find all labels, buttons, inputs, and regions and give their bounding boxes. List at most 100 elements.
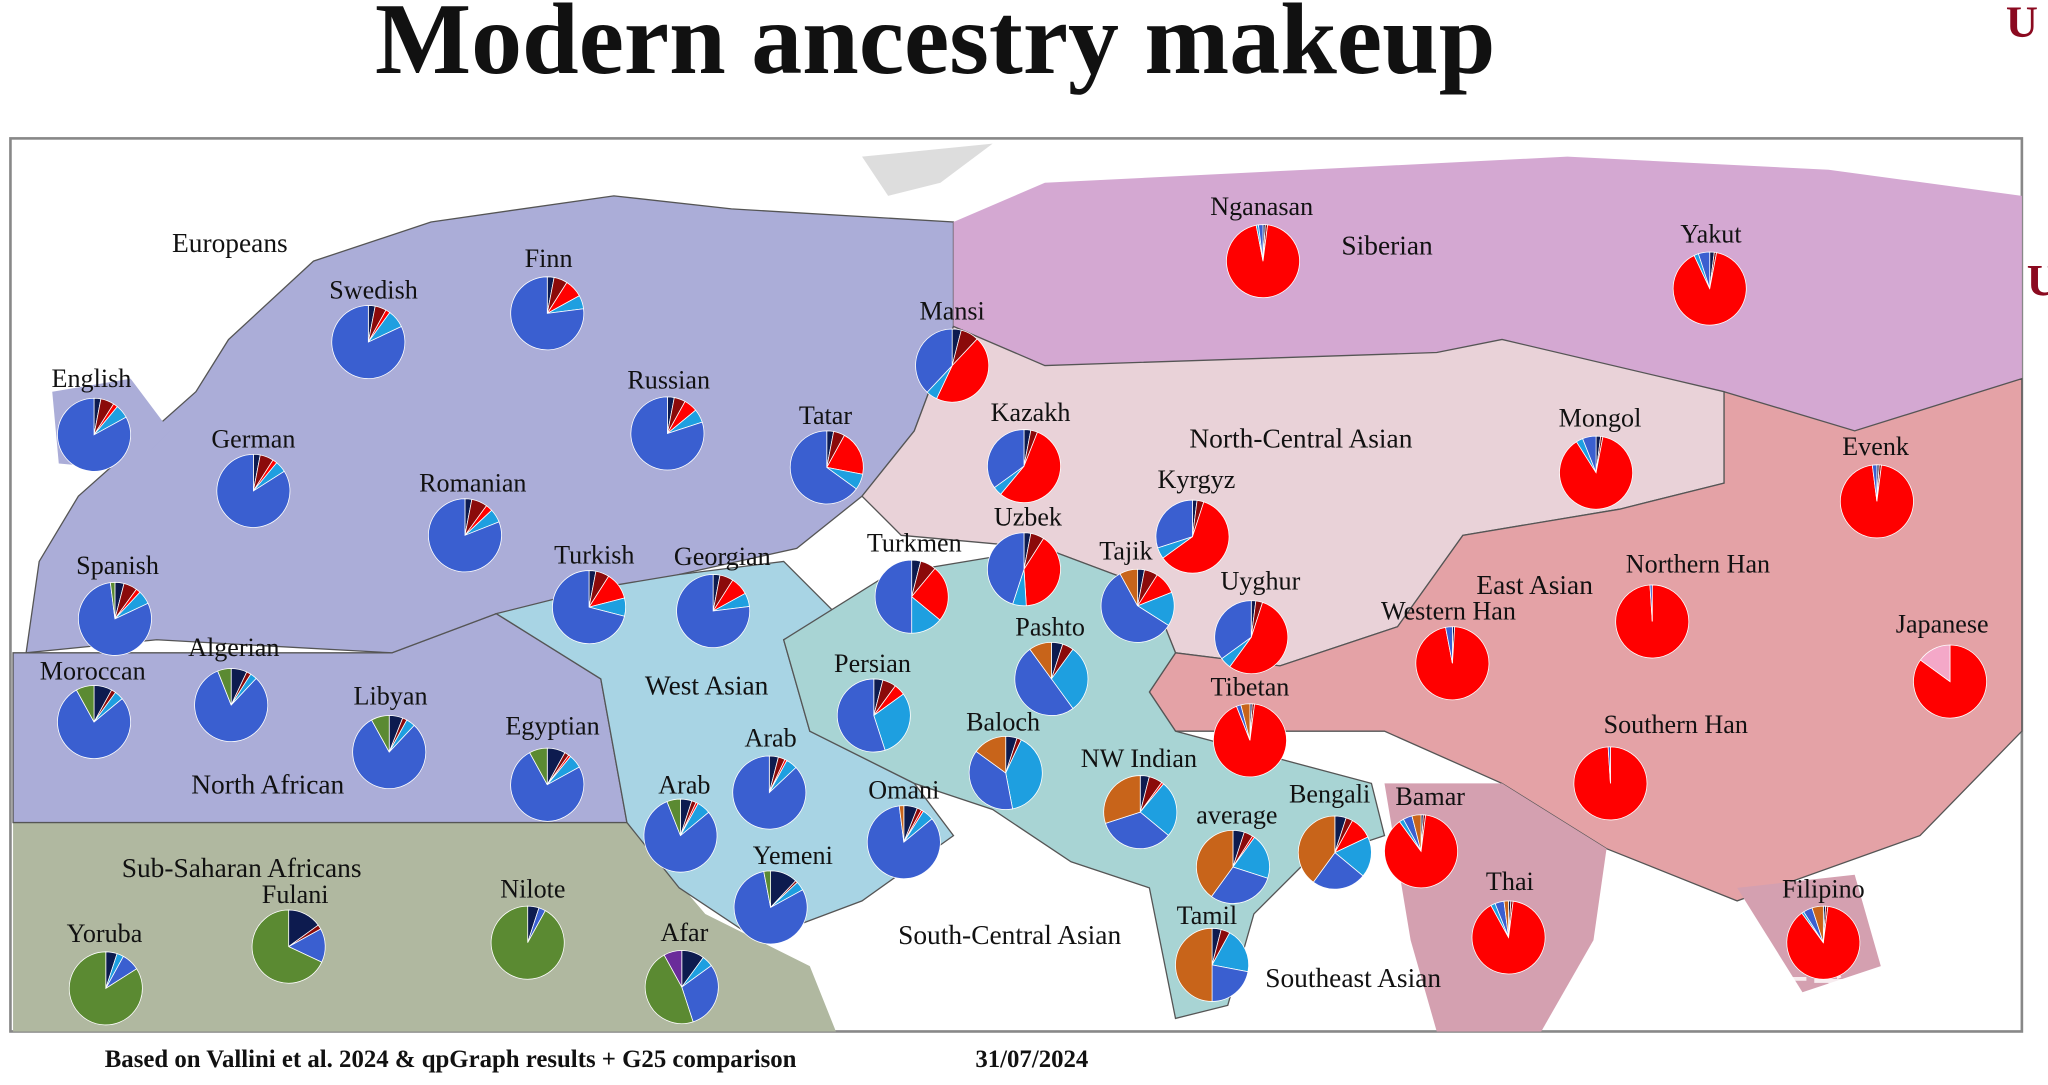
pie-slice [1232,836,1270,879]
pie-label: Tamil [1177,901,1238,930]
pie-slice [1196,830,1234,898]
pie-label: Turkmen [867,529,962,558]
pie-slice [1384,814,1458,889]
pie-slice [1103,775,1141,824]
pie-slice [1840,464,1914,539]
pie: Tatar [789,401,864,505]
pie-slice [529,747,548,785]
pie: Mongol [1559,403,1642,510]
pie-slice [1211,964,1249,1002]
pie-label: Japanese [1896,610,1989,639]
pie-slice [1162,501,1230,574]
pie-slice [789,430,857,505]
pie-slice [1023,537,1061,607]
pie-slice [251,909,323,984]
pie-label: Pashto [1015,612,1085,641]
pie-slice [643,801,718,873]
region-label: Siberian [1341,230,1433,260]
pie: Romanian [419,469,526,573]
pie-label: Uzbek [994,503,1063,532]
pie-slice [1214,600,1252,660]
pie-label: Northern Han [1626,550,1770,579]
pie-label: Filipino [1782,875,1865,904]
pie: English [52,364,131,472]
pie-slice [1415,626,1490,701]
pie-label: Mongol [1559,403,1642,432]
pie-slice [732,755,807,830]
pie-slice [109,581,116,619]
pie-slice [552,570,625,645]
pie: Russian [627,366,710,471]
pie: Yoruba [67,919,143,1026]
pie-label: Algerian [188,633,279,662]
region-label: Sub-Saharan Africans [122,853,362,883]
pie-slice [826,434,864,475]
pie-slice [1000,431,1061,504]
pie-slice [75,685,95,723]
pie-label: Bamar [1395,782,1465,811]
pie-slice [666,798,681,836]
pie-label: Bengali [1289,779,1370,808]
pie-slice [1471,900,1546,975]
pie-slice [1503,900,1509,938]
pie: Persian [834,649,911,753]
pie: Egyptian [505,712,600,822]
pie-label: Georgian [674,542,771,571]
pie: Moroccan [40,657,146,759]
pie-slice [1582,435,1597,473]
pie-slice [1100,573,1170,643]
pie-slice [1919,644,1951,683]
pie: Japanese [1896,610,1989,719]
pie: Tajik [1099,537,1175,643]
pie-label: Egyptian [505,712,599,741]
pie-slice [1649,584,1653,622]
pie-slice [57,689,132,759]
pie: Tibetan [1211,672,1290,778]
pie-slice [663,950,683,988]
pie-label: Baloch [966,708,1040,737]
region-label: South-Central Asian [898,920,1121,950]
pie-label: Nilote [500,875,565,904]
pie-slice [371,715,390,753]
pie-label: Southern Han [1604,710,1748,739]
pie-slice [1257,224,1264,262]
pie: Uyghur [1214,567,1301,675]
pie: Southern Han [1573,710,1748,821]
pie-slice [1005,739,1043,810]
watermark: 知乎 @东方之人 [1585,967,1967,1027]
pie-label: NW Indian [1081,744,1197,773]
pie-label: Mansi [920,296,985,325]
date: 31/07/2024 [975,1046,1088,1073]
pie: Turkish [552,541,634,645]
pie-slice [1607,746,1611,784]
region-label: North-Central Asian [1189,424,1412,454]
pie-label: Tibetan [1211,672,1290,701]
pie-label: Afar [660,918,708,947]
pie-slice [1210,866,1269,904]
pie-slice [975,735,1007,774]
pie-slice [968,750,1014,810]
pie-slice [57,397,131,472]
pie-slice [1155,499,1193,549]
pie-label: Libyan [354,682,428,711]
pie: German [211,424,295,528]
pie-slice [1697,251,1711,289]
pie-label: Yakut [1680,219,1742,248]
region-label: North African [191,770,344,800]
pie-slice [987,429,1025,489]
pie-slice [866,805,941,880]
pie-slice [78,582,152,656]
pie-label: Tatar [799,401,853,430]
pie: Omani [866,776,941,880]
pie-label: Kyrgyz [1157,465,1235,494]
pie-slice [676,574,751,648]
pie-slice [428,498,502,573]
pie: Uzbek [987,503,1063,607]
pie-slice [217,668,232,706]
pie-label: German [211,424,295,453]
pie-slice [352,719,427,789]
pie: Northern Han [1615,550,1770,659]
pie-slice [1211,932,1249,973]
pie-slice [644,954,694,1024]
